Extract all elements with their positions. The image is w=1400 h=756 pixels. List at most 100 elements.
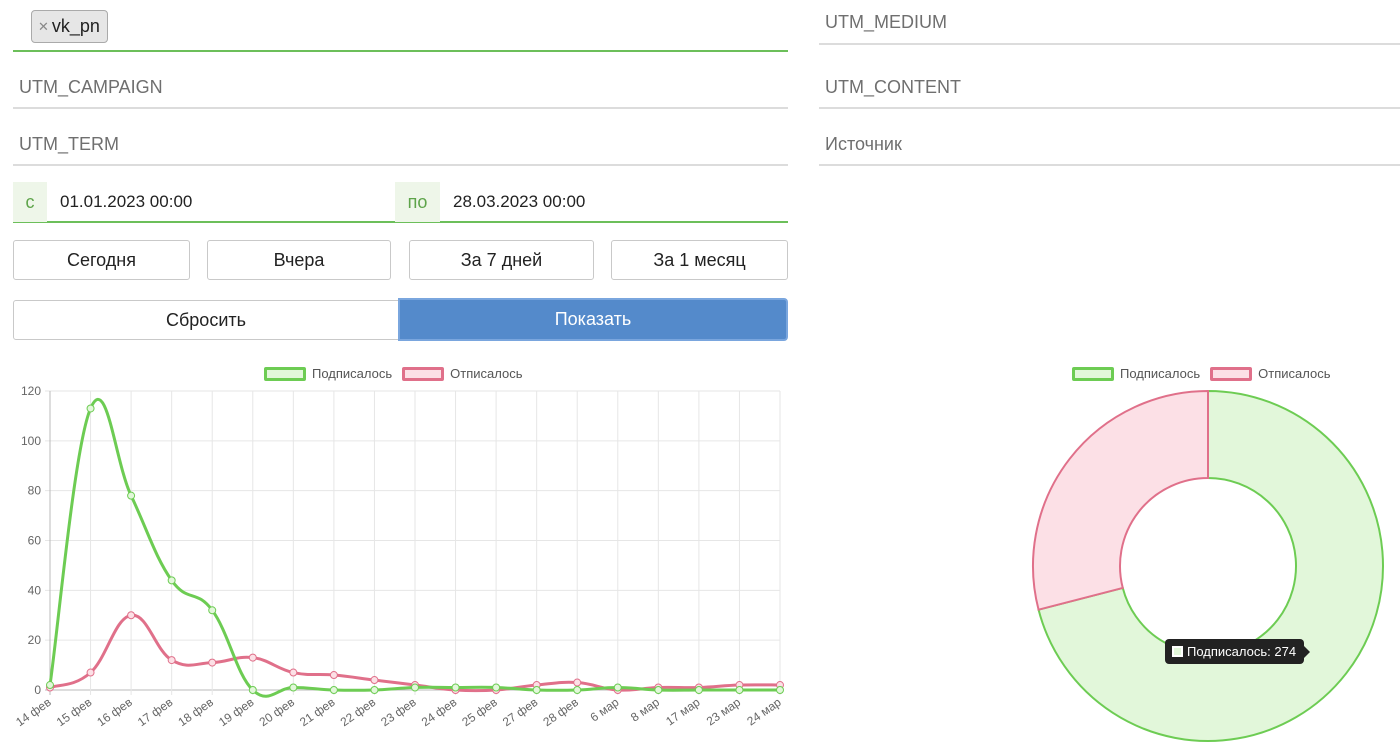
y-tick-label: 80 <box>28 484 42 498</box>
data-point-subscribed <box>411 683 419 692</box>
tooltip-text: Подписалось: 274 <box>1187 644 1297 659</box>
x-tick-label: 15 фев <box>54 695 94 729</box>
reset-button[interactable]: Сбросить <box>13 300 399 340</box>
utm-content-placeholder: UTM_CONTENT <box>825 77 961 97</box>
x-tick-label: 17 мар <box>663 695 703 729</box>
source-tag[interactable]: ✕ vk_pn <box>31 10 108 43</box>
data-point-subscribed <box>329 686 338 694</box>
data-point-subscribed <box>451 683 460 692</box>
data-point-unsubscribed <box>208 658 217 667</box>
data-point-subscribed <box>492 683 501 692</box>
x-tick-label: 27 фев <box>500 695 540 729</box>
x-tick-label: 20 фев <box>257 695 297 729</box>
data-point-unsubscribed <box>289 668 298 677</box>
x-tick-label: 22 фев <box>338 695 378 729</box>
utm-term-field[interactable]: UTM_TERM <box>13 123 788 166</box>
doughnut-slice-unsubscribed <box>1032 389 1209 611</box>
y-tick-label: 60 <box>28 534 42 548</box>
data-point-subscribed <box>167 576 176 585</box>
last-7-days-button[interactable]: За 7 дней <box>409 240 594 280</box>
doughnut-legend-subscribed-label: Подписалось <box>1120 366 1201 381</box>
data-point-subscribed <box>694 686 703 694</box>
y-tick-label: 0 <box>34 683 41 697</box>
data-point-subscribed <box>46 681 54 690</box>
data-point-unsubscribed <box>86 668 95 677</box>
x-tick-label: 28 фев <box>540 695 580 729</box>
source-placeholder: Источник <box>825 134 902 154</box>
data-point-unsubscribed <box>167 656 176 665</box>
show-button[interactable]: Показать <box>398 298 788 341</box>
doughnut-legend-subscribed[interactable]: Подписалось <box>1072 366 1200 381</box>
source-tag-label: vk_pn <box>51 16 100 36</box>
x-tick-label: 25 фев <box>459 695 499 729</box>
utm-medium-placeholder: UTM_MEDIUM <box>825 12 947 32</box>
doughnut-legend-unsubscribed-swatch <box>1210 366 1253 381</box>
remove-tag-icon[interactable]: ✕ <box>38 19 49 34</box>
utm-medium-field[interactable]: UTM_MEDIUM <box>819 0 1400 45</box>
x-tick-label: 6 мар <box>588 695 622 725</box>
x-tick-label: 24 фев <box>419 695 459 729</box>
data-point-subscribed <box>370 686 379 694</box>
data-point-unsubscribed <box>573 678 582 687</box>
date-range <box>13 182 788 223</box>
data-point-unsubscribed <box>127 611 136 620</box>
data-point-subscribed <box>86 404 95 413</box>
data-point-subscribed <box>654 686 663 694</box>
x-tick-label: 18 фев <box>175 695 215 729</box>
source-tag-field[interactable]: ✕ vk_pn <box>13 0 788 52</box>
date-from-label: с <box>13 182 47 222</box>
x-tick-label: 16 фев <box>94 695 134 729</box>
data-point-subscribed <box>532 686 541 694</box>
utm-campaign-field[interactable]: UTM_CAMPAIGN <box>13 66 788 109</box>
x-tick-label: 8 мар <box>628 695 662 725</box>
data-point-subscribed <box>248 686 257 694</box>
data-point-unsubscribed <box>329 671 338 680</box>
legend-unsubscribed[interactable]: Отписалось <box>402 366 522 381</box>
utm-campaign-placeholder: UTM_CAMPAIGN <box>19 77 163 97</box>
doughnut-chart-legend: Подписалось Отписалось <box>1072 366 1340 381</box>
chart-tooltip: Подписалось: 274 <box>1165 639 1311 664</box>
data-point-subscribed <box>573 686 582 694</box>
date-from-input[interactable]: 01.01.2023 00:00 <box>60 192 193 211</box>
legend-unsubscribed-label: Отписалось <box>450 366 523 381</box>
x-tick-label: 23 фев <box>378 695 418 729</box>
x-tick-label: 24 мар <box>744 695 784 729</box>
data-point-subscribed <box>208 606 217 615</box>
data-point-subscribed <box>127 491 136 500</box>
legend-subscribed[interactable]: Подписалось <box>264 366 392 381</box>
utm-content-field[interactable]: UTM_CONTENT <box>819 66 1400 109</box>
legend-unsubscribed-swatch <box>402 366 445 381</box>
doughnut-legend-unsubscribed-label: Отписалось <box>1258 366 1331 381</box>
yesterday-button[interactable]: Вчера <box>207 240 391 280</box>
y-tick-label: 120 <box>21 386 41 398</box>
date-to-label: по <box>395 182 440 222</box>
tooltip-swatch <box>1172 646 1183 657</box>
today-button[interactable]: Сегодня <box>13 240 190 280</box>
data-point-subscribed <box>776 686 784 694</box>
legend-subscribed-swatch <box>264 366 306 381</box>
data-point-subscribed <box>735 686 744 694</box>
utm-term-placeholder: UTM_TERM <box>19 134 119 154</box>
doughnut-legend-subscribed-swatch <box>1072 366 1114 381</box>
y-tick-label: 40 <box>28 583 42 597</box>
y-tick-label: 100 <box>21 434 41 448</box>
x-tick-label: 19 фев <box>216 695 256 729</box>
data-point-unsubscribed <box>370 676 379 685</box>
data-point-subscribed <box>289 683 298 692</box>
date-to-input[interactable]: 28.03.2023 00:00 <box>453 192 586 211</box>
x-tick-label: 21 фев <box>297 695 337 729</box>
x-tick-label: 17 фев <box>135 695 175 729</box>
doughnut-chart <box>1032 389 1384 742</box>
doughnut-legend-unsubscribed[interactable]: Отписалось <box>1210 366 1330 381</box>
source-field[interactable]: Источник <box>819 123 1400 166</box>
x-tick-label: 23 мар <box>704 695 744 729</box>
last-month-button[interactable]: За 1 месяц <box>611 240 788 280</box>
data-point-subscribed <box>613 683 622 692</box>
line-chart-legend: Подписалось Отписалось <box>264 366 532 381</box>
data-point-unsubscribed <box>248 653 257 662</box>
x-tick-label: 14 фев <box>13 695 53 729</box>
legend-subscribed-label: Подписалось <box>312 366 393 381</box>
y-tick-label: 20 <box>28 633 42 647</box>
